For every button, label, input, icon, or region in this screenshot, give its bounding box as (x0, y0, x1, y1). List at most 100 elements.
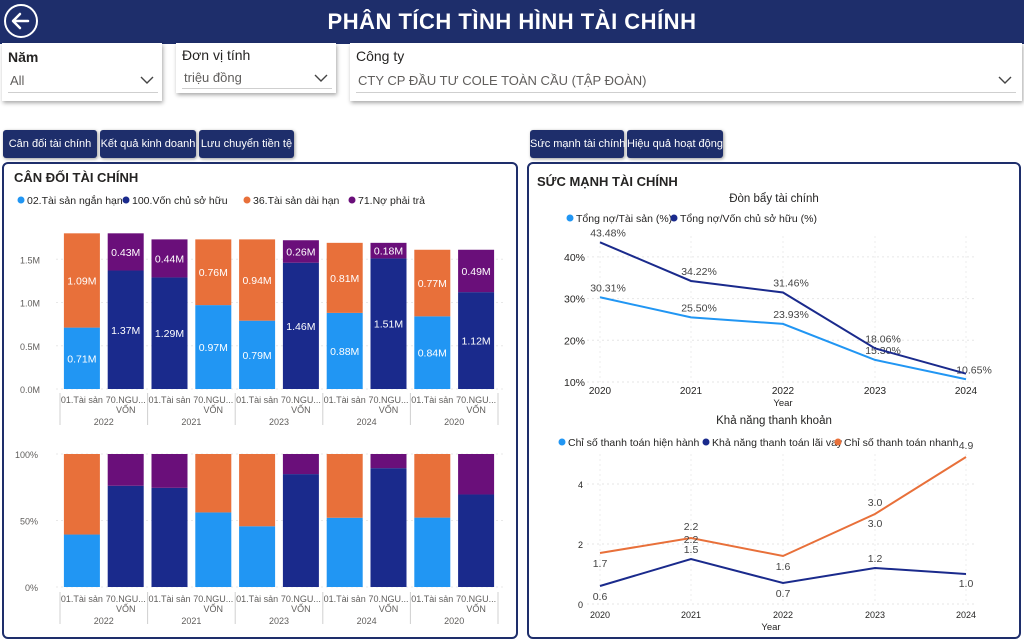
bar-segment-percent (63, 534, 100, 587)
bar-segment-percent (63, 454, 100, 535)
tab-luu-chuyen-tien-te[interactable]: Lưu chuyển tiền tệ (199, 130, 294, 158)
data-label: 0.94M (243, 275, 272, 287)
x-group-label: 2024 (357, 417, 377, 427)
tab-hieu-qua-hoat-dong[interactable]: Hiệu quả hoạt động (627, 130, 723, 158)
bar-segment-percent (239, 454, 276, 527)
series-line (599, 456, 967, 558)
x-category-label: VỐN (116, 404, 136, 415)
legend-marker (243, 196, 251, 204)
x-tick-label: 2021 (681, 610, 701, 620)
x-category-label: 70.NGU... (106, 594, 146, 604)
bar-segment-percent (239, 526, 276, 587)
chevron-down-icon (998, 76, 1012, 84)
legend-marker (566, 214, 574, 222)
bar-segment (414, 316, 451, 389)
tab-ket-qua-kinh-doanh[interactable]: Kết quả kinh doanh (100, 130, 196, 158)
x-tick-label: 2023 (864, 386, 887, 397)
data-label: 0.77M (418, 278, 447, 290)
x-group-label: 2024 (357, 616, 377, 626)
x-category-label: 70.NGU... (193, 594, 233, 604)
bar-segment (239, 239, 276, 321)
legend-marker (17, 196, 25, 204)
x-category-label: VỐN (466, 603, 486, 614)
x-group-label: 2022 (94, 417, 114, 427)
data-label: 1.0 (959, 578, 974, 590)
year-slicer: Năm All (2, 43, 162, 101)
back-button[interactable] (4, 4, 38, 38)
bar-segment (414, 249, 451, 317)
bar-segment-percent (326, 517, 363, 587)
y-tick-label: 40% (564, 252, 585, 264)
bar-segment-percent (151, 454, 188, 488)
bar-segment (282, 262, 319, 389)
x-category-label: VỐN (204, 404, 224, 415)
bar-segment-percent (107, 485, 144, 587)
y-tick-label: 4 (578, 480, 583, 490)
legend-label: 36.Tài sản dài hạn (253, 195, 340, 207)
balance-sheet-panel: CÂN ĐỐI TÀI CHÍNH 02.Tài sản ngắn hạn 100… (2, 162, 518, 639)
legend-marker (558, 438, 566, 446)
year-dropdown-value: All (10, 73, 25, 88)
bar-segment (458, 249, 495, 293)
bar-segment (326, 312, 363, 389)
x-category-label: 01.Tài sản (61, 594, 103, 604)
x-category-label: 70.NGU... (193, 395, 233, 405)
x-axis-title: Year (773, 398, 792, 409)
x-category-label: VỐN (466, 404, 486, 415)
x-category-label: VỐN (116, 603, 136, 614)
unit-dropdown-value: triệu đồng (184, 70, 242, 85)
company-dropdown[interactable]: CTY CP ĐẦU TƯ COLE TOÀN CẦU (TẬP ĐOÀN) (356, 69, 1016, 93)
x-category-label: VỐN (291, 404, 311, 415)
x-category-label: 70.NGU... (456, 395, 496, 405)
data-label: 31.46% (773, 277, 809, 289)
data-label: 0.81M (330, 273, 359, 285)
data-label: 1.29M (155, 328, 184, 340)
data-label: 1.6 (776, 561, 791, 573)
data-label: 0.7 (776, 588, 791, 600)
data-label: 1.2 (868, 553, 883, 565)
company-slicer: Công ty CTY CP ĐẦU TƯ COLE TOÀN CẦU (TẬP… (350, 43, 1022, 101)
x-group-label: 2020 (444, 616, 464, 626)
unit-dropdown[interactable]: triệu đồng (182, 67, 332, 89)
x-category-label: 70.NGU... (106, 395, 146, 405)
x-category-label: 70.NGU... (368, 594, 408, 604)
legend-label: Chỉ số thanh toán nhanh (844, 437, 959, 449)
legend-marker (670, 214, 678, 222)
data-label: 0.26M (286, 246, 315, 258)
y-tick-label: 1.0M (20, 299, 40, 309)
data-label: 1.5 (684, 544, 699, 556)
data-label: 34.22% (681, 266, 717, 278)
bar-segment-percent (195, 512, 232, 587)
x-tick-label: 2020 (590, 610, 610, 620)
y-tick-label: 1.5M (20, 255, 40, 265)
x-category-label: 01.Tài sản (61, 395, 103, 405)
data-label: 1.37M (111, 325, 140, 337)
x-category-label: 01.Tài sản (324, 395, 366, 405)
tab-suc-manh-tai-chinh[interactable]: Sức mạnh tài chính (530, 130, 625, 158)
y-tick-label: 50% (20, 517, 38, 527)
bar-segment (63, 327, 100, 389)
x-category-label: VỐN (204, 603, 224, 614)
data-label: 1.09M (67, 275, 96, 287)
balance-sheet-charts: 02.Tài sản ngắn hạn 100.Vốn chủ sở hữu 36.… (15, 194, 504, 626)
data-label: 23.93% (773, 309, 809, 321)
bar-segment (370, 242, 407, 259)
legend-label: Khả năng thanh toán lãi vay (712, 437, 843, 449)
x-tick-label: 2022 (773, 610, 793, 620)
x-category-label: VỐN (379, 404, 399, 415)
y-tick-label: 20% (564, 335, 585, 347)
year-dropdown[interactable]: All (8, 69, 158, 93)
tab-can-doi-tai-chinh[interactable]: Cân đối tài chính (3, 130, 97, 158)
legend-label: 100.Vốn chủ sở hữu (132, 195, 228, 207)
page-title: PHÂN TÍCH TÌNH HÌNH TÀI CHÍNH (327, 9, 697, 34)
header-bar (0, 0, 1024, 44)
bar-segment (326, 242, 363, 313)
company-slicer-label: Công ty (356, 48, 405, 64)
y-tick-label: 100% (15, 450, 38, 460)
x-category-label: 01.Tài sản (411, 395, 453, 405)
bar-segment-percent (458, 494, 495, 587)
bar-segment (370, 258, 407, 389)
bar-segment (195, 305, 232, 389)
data-label: 18.06% (865, 333, 901, 345)
legend-label: Tổng nợ/Vốn chủ sở hữu (%) (680, 213, 817, 225)
